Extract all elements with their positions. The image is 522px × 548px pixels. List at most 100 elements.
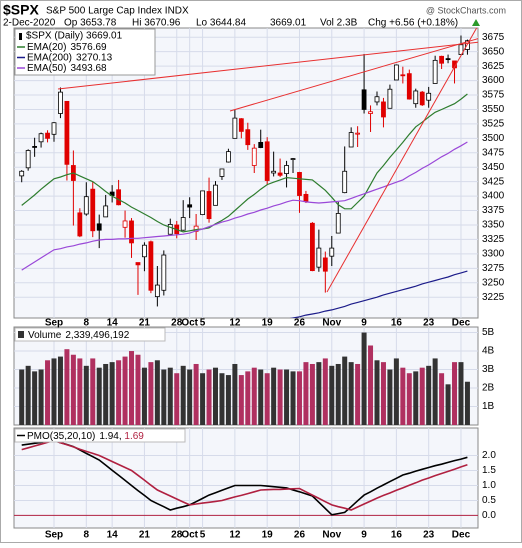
volume-bar [426,365,432,425]
volume-bar [187,369,193,425]
x-tick-label: 23 [423,318,435,329]
y-tick-label: 3275 [482,263,505,274]
candle-body [245,129,251,146]
volume-bar [264,373,270,425]
volume-bar [19,369,25,425]
candle-body [232,117,238,139]
volume-bar [90,358,96,425]
candle-body [426,92,432,101]
y-tick-label: 5B [482,327,495,338]
candle-body [393,64,399,81]
candle-body [432,59,438,84]
index-name: S&P 500 Large Cap Index INDX [46,6,189,17]
x-tick-label: 14 [107,530,119,541]
legend-value: 2,339,496,192 [65,330,129,341]
candle-body [258,141,264,148]
legend-label: PMO(35,20,10) 1.94, 1.69 [27,431,144,442]
candle-body [116,189,121,206]
volume-bar [464,381,470,425]
candle-body [264,141,270,181]
series-line [21,439,468,511]
volume-bar [419,367,425,425]
volume-bar [245,371,251,425]
candle-body [226,151,231,163]
candle-body [51,122,57,135]
legend-value: 1.69 [124,431,144,442]
x-tick-label: Oct [181,530,198,541]
x-tick-label: 21 [139,530,151,541]
trendline [57,41,478,90]
legend-label: Volume 2,339,496,192 [28,330,130,341]
price-panel [13,27,479,319]
candle-body [277,172,283,176]
up-arrow [472,19,480,26]
volume: Vol 2.3B [320,18,358,29]
volume-bar [342,356,348,425]
candle-body [271,170,277,174]
y-tick-label: 3600 [482,75,505,86]
x-tick-label: Nov [322,530,341,541]
volume-bar [180,365,186,425]
x-tick-label: 5 [200,530,206,541]
legend-name: Volume [28,330,62,341]
candle-body [96,223,102,231]
volume-bar [238,375,244,425]
candle-body [161,254,167,291]
candle-body [400,74,406,77]
volume-bar [83,365,89,425]
y-tick-label: 3400 [482,191,505,202]
x-tick-label: 23 [423,530,435,541]
volume-bar [57,356,63,425]
volume-bar [329,365,335,425]
x-tick-label: 12 [229,530,241,541]
volume-bar [251,367,257,425]
volume-bar [309,363,315,425]
candle-body [309,222,315,272]
volume-bar [161,369,167,425]
volume-bar [154,360,160,425]
x-tick-label: Sep [45,530,63,541]
volume-bar [271,367,277,425]
candle-body [103,205,109,218]
candle-body [38,133,44,143]
candle-body [206,191,212,220]
volume-bar [103,363,109,425]
volume-bar [219,373,225,425]
legend-separator: , [119,431,125,442]
x-tick-label: Dec [452,318,471,329]
series-line [21,439,468,516]
volume-bar [439,373,445,425]
volume-bar [316,362,322,425]
candle-body [368,111,373,114]
volume-bar [290,371,296,425]
volume-bar [129,351,135,425]
candle-body [148,241,154,291]
candle-body [322,257,328,272]
legend-name: EMA(20) [27,42,66,53]
candle-body [90,188,96,232]
y-tick-label: 0.0 [482,510,496,521]
x-tick-label: 16 [391,530,403,541]
candle-body [342,170,348,194]
x-tick-label: 28 [171,318,183,329]
pmo-panel [13,427,479,529]
volume-bar [432,358,438,425]
volume-bar [387,369,393,425]
volume-bar [174,373,180,425]
candle-body [83,196,89,215]
legend-label: EMA(200) 3270.13 [27,52,113,63]
volume-bar [380,362,386,425]
legend-label: EMA(50) 3493.68 [27,63,107,74]
volume-bar [277,369,283,425]
legend-icon [19,33,22,40]
close: 3669.01 [270,18,307,29]
series-line [21,93,468,233]
candle-body [419,91,425,106]
x-tick-label: 26 [294,318,306,329]
volume-bar [116,360,122,425]
candle-body [213,184,218,206]
open: Op 3653.78 [64,18,117,29]
legend-icon [18,331,24,338]
candle-body [387,88,393,109]
panel-2 [14,428,478,528]
